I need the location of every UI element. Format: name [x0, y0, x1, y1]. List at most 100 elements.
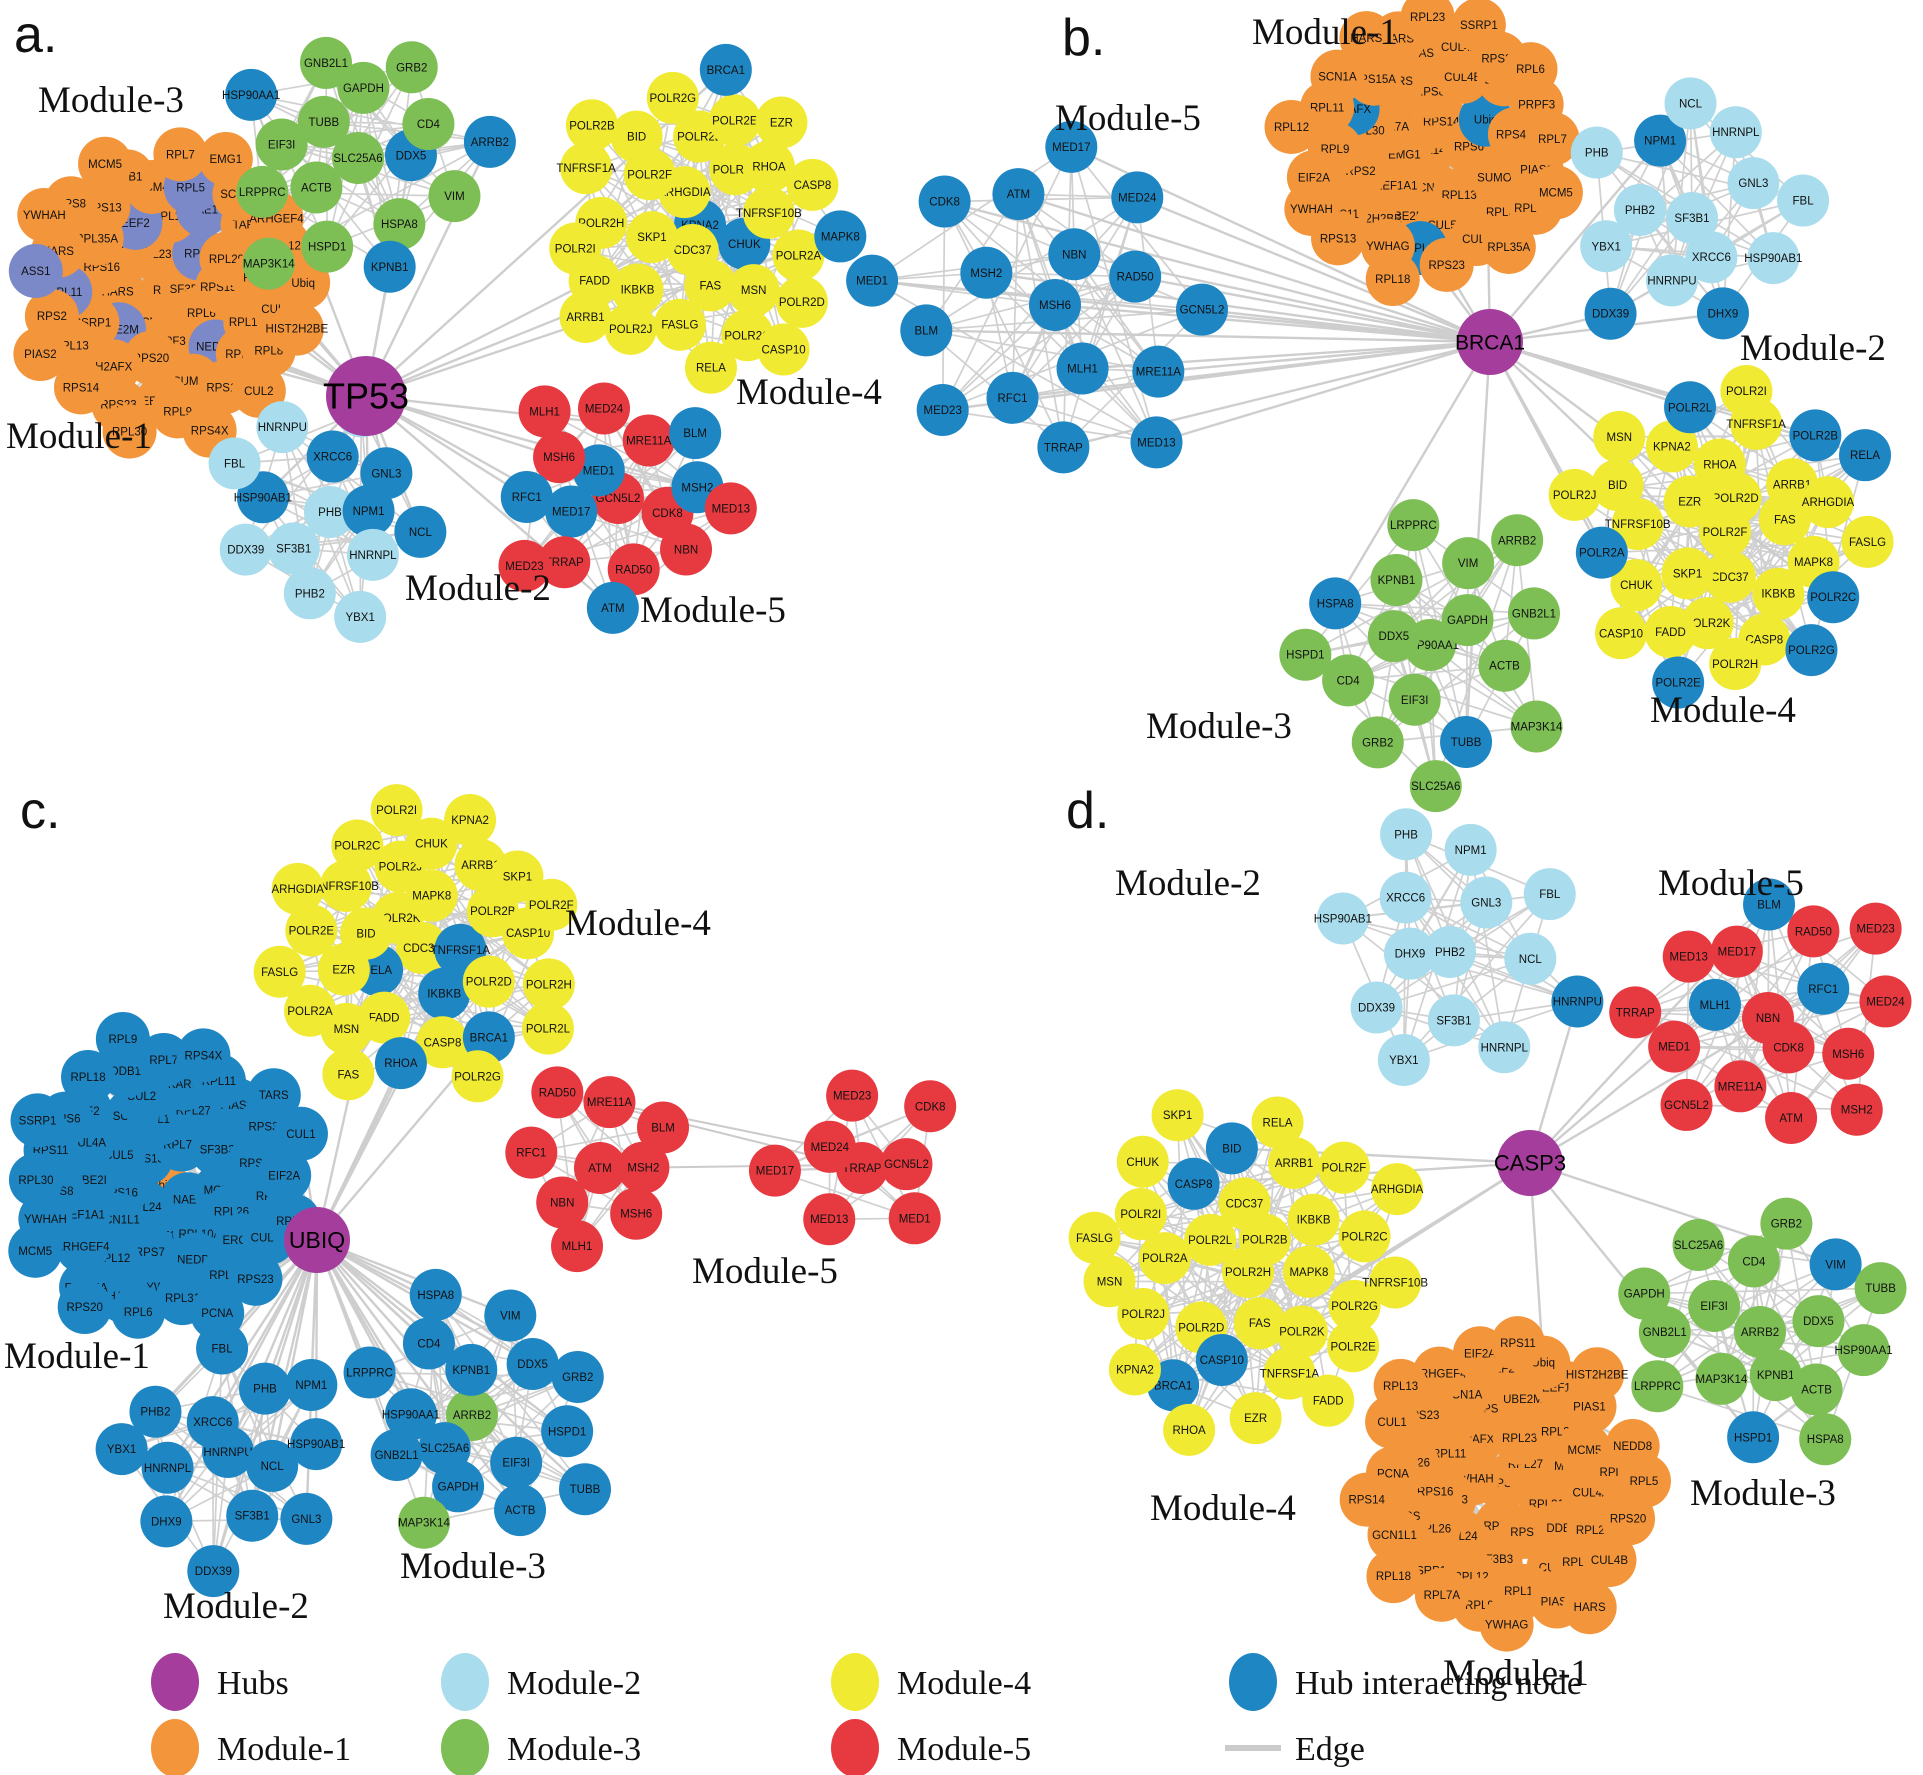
node-FASLG[interactable]	[253, 945, 306, 998]
node-POLR2D[interactable]	[462, 955, 515, 1008]
node-RFC1[interactable]	[500, 470, 553, 523]
node-RPL30[interactable]	[8, 1152, 63, 1207]
node-YBX1[interactable]	[95, 1423, 148, 1476]
node-HARS[interactable]	[1562, 1580, 1617, 1635]
node-MED1[interactable]	[888, 1192, 941, 1245]
hub-UBIQ[interactable]	[284, 1207, 350, 1273]
node-CD4[interactable]	[1727, 1235, 1780, 1288]
node-TNFRSF10B[interactable]	[320, 860, 373, 913]
node-HARS[interactable]	[1339, 11, 1394, 66]
node-MSN[interactable]	[1593, 410, 1646, 463]
node-LRPPRC[interactable]	[343, 1346, 396, 1399]
node-KPNB1[interactable]	[1370, 554, 1423, 607]
node-ARHGDIA[interactable]	[1371, 1163, 1424, 1216]
node-CASP10[interactable]	[1595, 607, 1648, 660]
node-TUBB[interactable]	[1440, 716, 1493, 769]
node-FADD[interactable]	[1302, 1374, 1355, 1427]
node-POLR2D[interactable]	[775, 275, 828, 328]
node-PHB2[interactable]	[1613, 183, 1666, 236]
node-ACTB[interactable]	[1790, 1363, 1843, 1416]
node-SKP1[interactable]	[625, 211, 678, 264]
node-FBL[interactable]	[196, 1322, 249, 1375]
node-MLH1[interactable]	[551, 1220, 604, 1273]
node-EIF3I[interactable]	[255, 118, 308, 171]
node-FBL[interactable]	[1777, 174, 1830, 227]
node-YWHAH[interactable]	[1284, 181, 1339, 236]
node-GNB2L1[interactable]	[300, 36, 353, 89]
node-HSPD1[interactable]	[301, 220, 354, 273]
node-CDK8[interactable]	[1762, 1021, 1815, 1074]
hub-BRCA1[interactable]	[1457, 309, 1523, 375]
node-MED17[interactable]	[748, 1144, 801, 1197]
node-HNRNPU[interactable]	[1645, 254, 1698, 307]
node-FAS[interactable]	[684, 259, 737, 312]
node-BID[interactable]	[610, 110, 663, 163]
node-EIF2A[interactable]	[257, 1148, 312, 1203]
node-RPL7[interactable]	[136, 1033, 191, 1088]
node-MED1[interactable]	[1648, 1020, 1701, 1073]
node-POLR2E[interactable]	[1652, 656, 1705, 709]
hub-CASP3[interactable]	[1497, 1130, 1563, 1196]
node-RPL30[interactable]	[102, 404, 157, 459]
node-XRCC6[interactable]	[1379, 871, 1432, 924]
node-ARHGEF4[interactable]	[55, 1219, 110, 1274]
node-IKBKB[interactable]	[1752, 567, 1805, 620]
node-MCM5[interactable]	[1528, 165, 1583, 220]
node-GAPDH[interactable]	[432, 1460, 485, 1513]
node-KPNA2[interactable]	[444, 794, 497, 847]
node-DHX9[interactable]	[1696, 287, 1749, 340]
node-MED17[interactable]	[545, 485, 598, 538]
node-HSPD1[interactable]	[1279, 628, 1332, 681]
node-POLR2L[interactable]	[1664, 381, 1717, 434]
node-TUBB[interactable]	[1854, 1262, 1907, 1315]
node-EMG1[interactable]	[198, 131, 253, 186]
node-MLH1[interactable]	[1688, 978, 1741, 1031]
node-MED1[interactable]	[846, 254, 899, 307]
node-ACTB[interactable]	[494, 1484, 547, 1537]
node-POLR2G[interactable]	[1328, 1279, 1381, 1332]
node-RPL5[interactable]	[1616, 1453, 1671, 1508]
node-HSPA8[interactable]	[409, 1268, 462, 1321]
node-YWHAG[interactable]	[1479, 1597, 1534, 1652]
node-FASLG[interactable]	[653, 298, 706, 351]
node-MSN[interactable]	[727, 264, 780, 317]
node-RHOA[interactable]	[1693, 438, 1746, 491]
node-RAD50[interactable]	[607, 543, 660, 596]
node-HSPD1[interactable]	[541, 1405, 594, 1458]
node-POLR2I[interactable]	[549, 222, 602, 275]
node-BLM[interactable]	[669, 407, 722, 460]
node-MCM5[interactable]	[8, 1223, 63, 1278]
node-FADD[interactable]	[1644, 605, 1697, 658]
node-CASP8[interactable]	[416, 1016, 469, 1069]
node-RPL6[interactable]	[111, 1284, 166, 1339]
node-DDX39[interactable]	[1584, 287, 1637, 340]
node-KPNB1[interactable]	[1749, 1349, 1802, 1402]
node-TRRAP[interactable]	[538, 536, 591, 589]
node-POLR2G[interactable]	[1785, 624, 1838, 677]
node-POLR2I[interactable]	[370, 784, 423, 837]
node-ACTB[interactable]	[1478, 639, 1531, 692]
node-CDK8[interactable]	[918, 175, 971, 228]
node-VIM[interactable]	[428, 170, 481, 223]
node-BRCA1[interactable]	[699, 43, 752, 96]
node-FASLG[interactable]	[1841, 515, 1894, 568]
node-GAPDH[interactable]	[337, 61, 390, 114]
node-HSPA8[interactable]	[373, 198, 426, 251]
node-HSPD1[interactable]	[1727, 1411, 1780, 1464]
node-CUL4B[interactable]	[1582, 1533, 1637, 1588]
node-LRPPRC[interactable]	[236, 165, 289, 218]
node-MED13[interactable]	[1662, 930, 1715, 983]
node-KPNA2[interactable]	[1645, 420, 1698, 473]
node-POLR2E[interactable]	[1327, 1320, 1380, 1373]
node-CD4[interactable]	[402, 1317, 455, 1370]
node-MED17[interactable]	[1710, 925, 1763, 978]
node-KPNA2[interactable]	[1108, 1343, 1161, 1396]
node-GNL3[interactable]	[1727, 157, 1780, 210]
node-DDX5[interactable]	[1792, 1295, 1845, 1348]
node-IKBKB[interactable]	[611, 263, 664, 316]
node-RPL35A[interactable]	[1481, 219, 1536, 274]
node-RPS20[interactable]	[57, 1280, 112, 1335]
node-HNRNPL[interactable]	[141, 1441, 194, 1494]
node-BLM[interactable]	[900, 304, 953, 357]
node-HIST2H2BE[interactable]	[1570, 1347, 1625, 1402]
